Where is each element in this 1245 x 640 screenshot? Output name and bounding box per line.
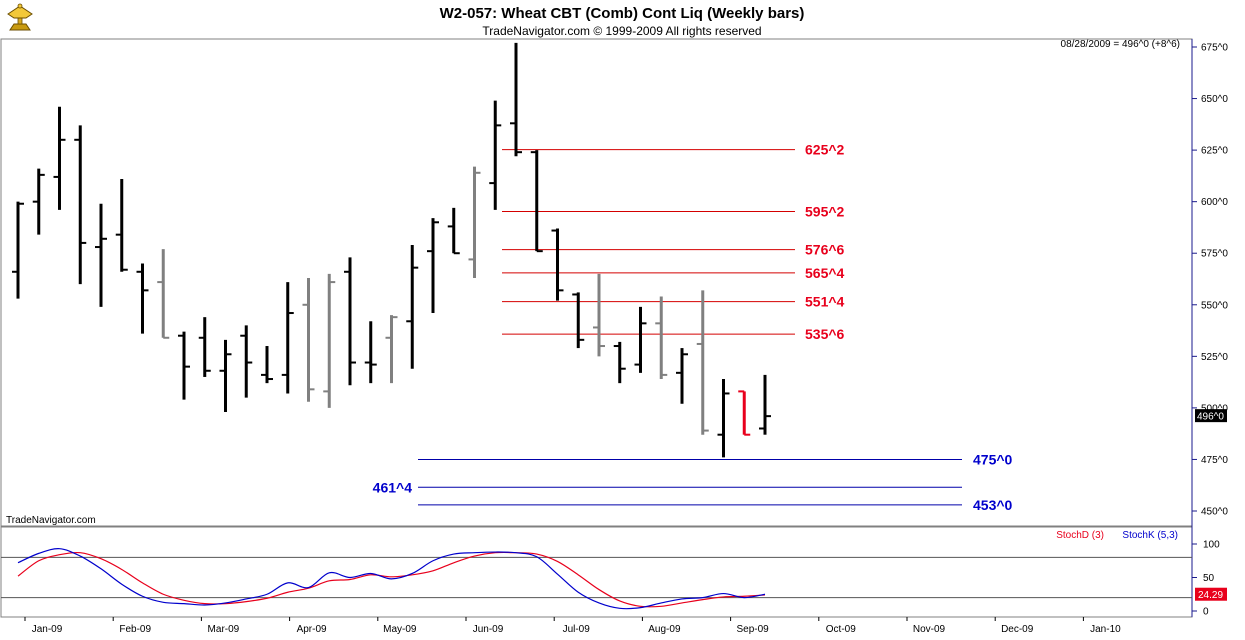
- ohlc-bar: [468, 166, 481, 278]
- last-price-label: 496^0: [1197, 412, 1224, 423]
- level-label: 595^2: [805, 203, 845, 219]
- ohlc-bar: [74, 125, 87, 285]
- last-quote: 08/28/2009 = 496^0 (+8^6): [1061, 39, 1180, 50]
- ohlc-bar: [676, 348, 688, 404]
- month-label: Aug-09: [648, 624, 681, 635]
- month-label: Dec-09: [1001, 624, 1034, 635]
- ohlc-bar: [323, 273, 336, 408]
- price-tick-label: 450^0: [1201, 507, 1228, 518]
- level-label: 551^4: [805, 294, 845, 310]
- price-bars: [12, 42, 771, 458]
- price-axis: 675^0 650^0 625^0 600^0 575^0 550^0 525^0 500^0…: [1192, 43, 1228, 518]
- ohlc-bar: [447, 207, 460, 255]
- ohlc-bar: [12, 201, 24, 299]
- stochastic-lines: [17, 548, 766, 610]
- ohlc-bar: [53, 106, 66, 210]
- ohlc-bar: [551, 228, 564, 301]
- ohlc-bar: [738, 390, 751, 436]
- month-label: Jul-09: [563, 624, 591, 635]
- ohlc-bar: [696, 290, 709, 435]
- month-label: Feb-09: [119, 624, 151, 635]
- price-tick-label: 650^0: [1201, 94, 1228, 105]
- price-tick-label: 525^0: [1201, 352, 1228, 363]
- ohlc-bar: [302, 277, 315, 402]
- month-label: Jun-09: [473, 624, 504, 635]
- month-label: Mar-09: [208, 624, 240, 635]
- level-label: 453^0: [973, 497, 1013, 513]
- ohlc-bar: [572, 292, 585, 349]
- ohlc-bar: [427, 218, 439, 314]
- ohlc-bar: [261, 346, 273, 384]
- ohlc-bar: [385, 315, 398, 384]
- ohlc-bar: [364, 321, 377, 384]
- ohlc-bar: [510, 42, 522, 157]
- price-tick-label: 500^0: [1201, 403, 1228, 414]
- chart-title: W2-057: Wheat CBT (Comb) Cont Liq (Weekl…: [440, 5, 805, 22]
- ohlc-bar: [178, 331, 190, 400]
- month-label: Oct-09: [826, 624, 856, 635]
- ohlc-bar: [634, 306, 647, 373]
- level-label: 565^4: [805, 265, 845, 281]
- month-label: Jan-09: [32, 624, 63, 635]
- price-panel-border: [0, 38, 1193, 527]
- stoch-tick-label: 50: [1203, 573, 1215, 584]
- price-tick-label: 475^0: [1201, 455, 1228, 466]
- last-stoch-box: [1195, 587, 1227, 601]
- price-tick-label: 675^0: [1201, 43, 1228, 54]
- month-label: Sep-09: [736, 624, 769, 635]
- ohlc-bar: [32, 168, 45, 235]
- price-tick-label: 625^0: [1201, 146, 1228, 157]
- stoch-tick-label: 0: [1203, 607, 1209, 618]
- level-lines: 625^2 595^2 576^6 565^4 551^4 535^6 475^0 461^4…: [373, 142, 1013, 513]
- stoch-tick-label: 100: [1203, 540, 1220, 551]
- ohlc-bar: [198, 317, 211, 377]
- ohlc-bar: [489, 100, 502, 210]
- ohlc-bar: [344, 257, 356, 386]
- ohlc-bar: [406, 244, 419, 369]
- level-label: 475^0: [973, 451, 1013, 467]
- ohlc-bar: [219, 339, 232, 413]
- month-label: May-09: [383, 624, 417, 635]
- ohlc-bar: [759, 374, 771, 435]
- ohlc-bar: [530, 150, 543, 253]
- ohlc-bar: [240, 325, 253, 398]
- ohlc-bar: [157, 249, 170, 339]
- stoch-axis: 100 50 0 24.29: [1, 540, 1227, 618]
- stoch-k-legend: StochK (5,3): [1122, 530, 1178, 541]
- gold-trophy-icon: [7, 3, 33, 31]
- level-label: 625^2: [805, 142, 845, 158]
- ohlc-bar: [115, 178, 128, 272]
- ohlc-bar: [281, 282, 294, 394]
- stoch-k-line: [17, 548, 766, 610]
- ohlc-bar: [655, 296, 668, 380]
- price-tick-label: 575^0: [1201, 249, 1228, 260]
- ohlc-bar: [593, 273, 605, 357]
- last-stoch-label: 24.29: [1198, 590, 1223, 601]
- month-label: Jan-10: [1090, 624, 1121, 635]
- month-axis: Jan-09 Feb-09 Mar-09 Apr-09 May-09 Jun-09 Jul-…: [24, 617, 1121, 635]
- stoch-d-legend: StochD (3): [1056, 530, 1104, 541]
- level-label: 461^4: [373, 479, 413, 495]
- month-label: Apr-09: [297, 624, 327, 635]
- ohlc-bar: [95, 203, 107, 307]
- price-tick-label: 550^0: [1201, 300, 1228, 311]
- month-label: Nov-09: [913, 624, 946, 635]
- watermark: TradeNavigator.com: [6, 515, 96, 526]
- last-price-box: [1195, 409, 1227, 423]
- ohlc-bar: [613, 341, 626, 384]
- chart-subtitle: TradeNavigator.com © 1999-2009 All right…: [482, 24, 761, 38]
- stoch-d-line: [17, 551, 766, 608]
- ohlc-bar: [136, 263, 149, 334]
- ohlc-bar: [717, 379, 730, 458]
- level-label: 535^6: [805, 326, 845, 342]
- level-label: 576^6: [805, 242, 845, 258]
- price-tick-label: 600^0: [1201, 197, 1228, 208]
